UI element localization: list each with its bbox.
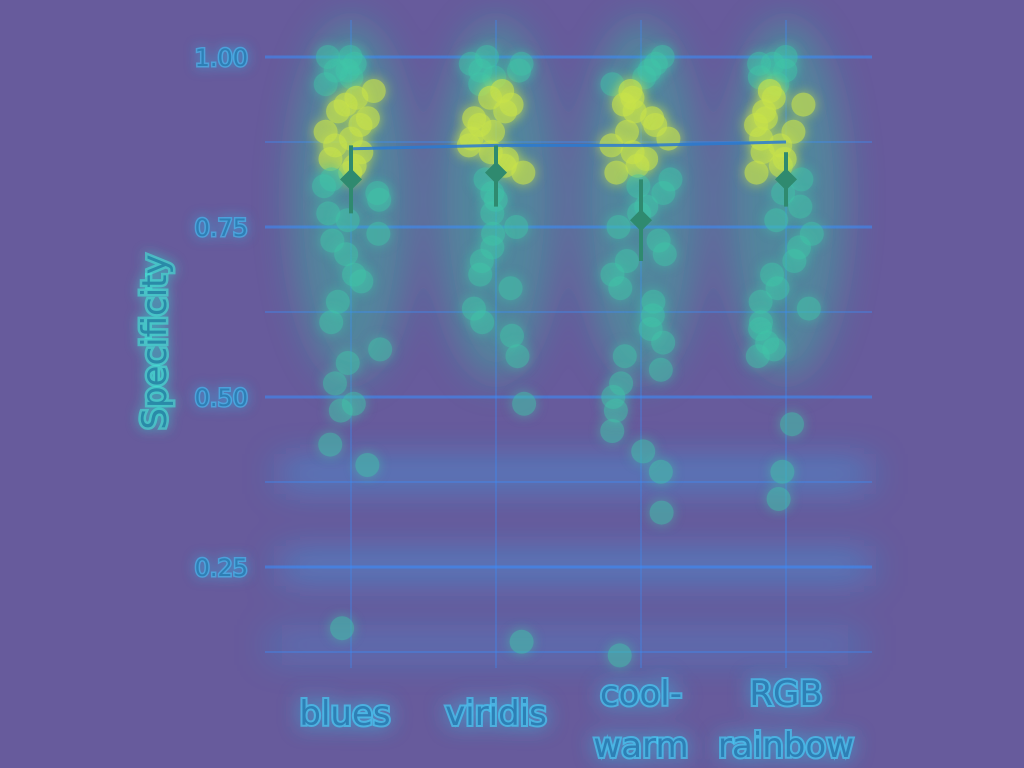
data-point [767,487,791,511]
data-point [349,269,373,293]
data-point [626,174,650,198]
data-point [319,310,343,334]
data-point [797,297,821,321]
x-tick-label: blues [299,694,390,734]
data-point [604,399,628,423]
x-tick-label-line: blues [299,694,390,734]
data-point [468,263,492,287]
x-tick-label: RGB rainbow [718,674,854,766]
data-point [368,337,392,361]
data-point [355,453,379,477]
y-tick-label: 1.00 [195,44,248,72]
x-tick-label-line: RGB [749,674,822,714]
data-point [511,161,535,185]
data-point [782,249,806,273]
data-point [329,399,353,423]
data-point [613,344,637,368]
data-point [631,439,655,463]
data-point [336,208,360,232]
data-point [780,412,804,436]
data-point [480,201,504,225]
data-point [656,127,680,151]
data-point [481,120,505,144]
y-tick-label: 0.50 [195,384,248,412]
data-point [600,419,624,443]
data-point [604,161,628,185]
data-point [318,147,342,171]
data-point [607,215,631,239]
data-point [366,222,390,246]
data-point [336,351,360,375]
data-point [791,93,815,117]
data-point [470,310,494,334]
data-point [653,242,677,266]
y-tick-label: 0.25 [195,554,248,582]
data-point [507,59,531,83]
data-point [788,195,812,219]
data-point [770,460,794,484]
data-point [608,276,632,300]
data-point [649,460,673,484]
data-point [512,392,536,416]
x-tick-label-line: rainbow [718,726,854,766]
x-tick-label: cool-warm [593,674,688,766]
data-point [500,324,524,348]
data-point [608,643,632,667]
data-point [506,344,530,368]
data-point [330,616,354,640]
data-point [339,65,363,89]
data-point [314,72,338,96]
data-point [625,154,649,178]
data-point [334,242,358,266]
data-point [499,276,523,300]
data-point [312,174,336,198]
data-point [326,290,350,314]
data-point [651,331,675,355]
data-point [318,433,342,457]
data-point [326,99,350,123]
data-point [745,161,769,185]
data-point [504,215,528,239]
data-point [746,344,770,368]
data-point [367,188,391,212]
data-point [749,290,773,314]
x-tick-label-line: cool- [600,674,682,714]
x-tick-label-line: warm [593,726,688,766]
data-point [493,99,517,123]
x-tick-label: viridis [445,694,547,734]
data-point [650,501,674,525]
x-tick-label-line: viridis [445,694,547,734]
data-point [510,630,534,654]
data-point [323,371,347,395]
y-axis-title: Specificity [135,254,175,429]
data-point [764,208,788,232]
data-point [649,358,673,382]
trend-line [351,142,786,149]
y-tick-label: 0.75 [195,214,248,242]
